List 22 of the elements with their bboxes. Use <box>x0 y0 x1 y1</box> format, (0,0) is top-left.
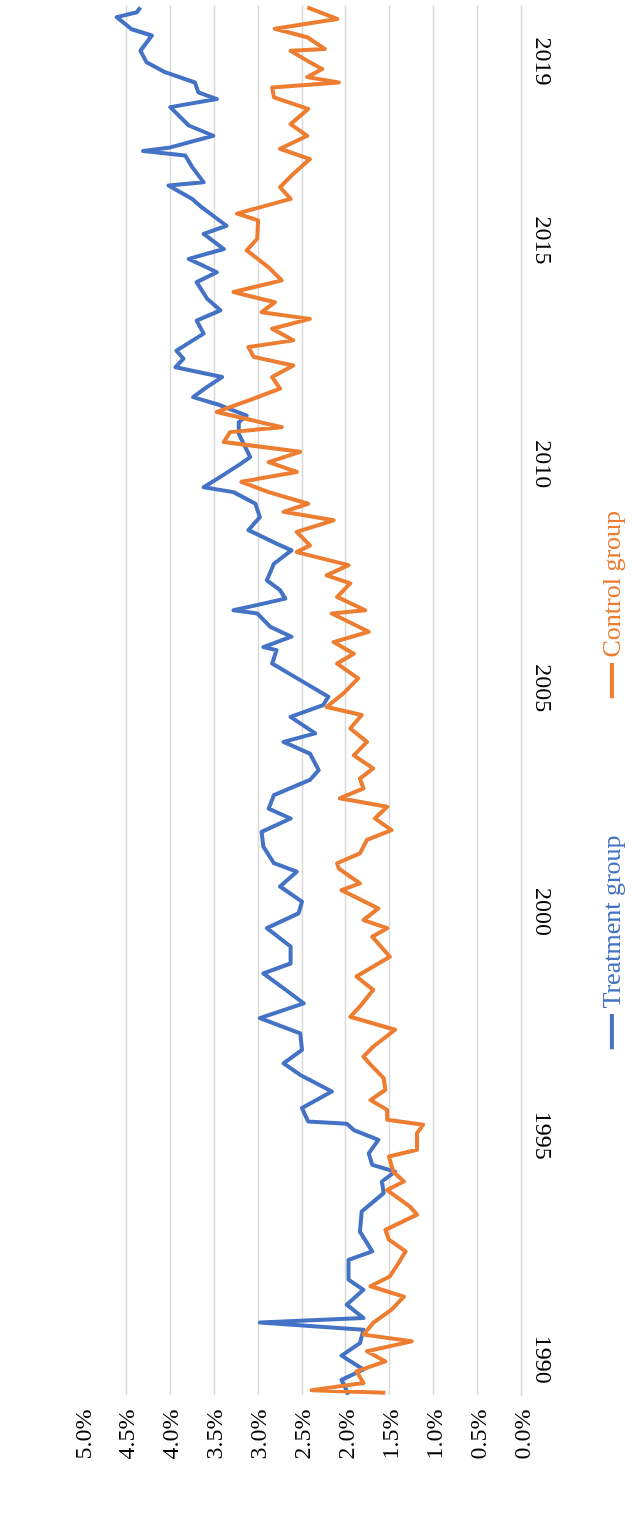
y-tick-label: 2000 <box>530 888 557 937</box>
text: Treatment group <box>597 835 627 1009</box>
x-tick-label: 0.5% <box>464 1409 491 1460</box>
x-tick-label: 1.0% <box>420 1409 447 1460</box>
line-series <box>114 5 398 1396</box>
x-tick-label: 3.5% <box>201 1409 228 1460</box>
x-tick-label: 2.5% <box>289 1409 315 1460</box>
y-tick-label: 2005 <box>530 664 557 713</box>
x-tick-label: 4.5% <box>113 1409 140 1460</box>
x-tick-label: 0.0% <box>508 1409 535 1460</box>
line-series <box>214 5 426 1395</box>
x-tick-label: 2.0% <box>332 1409 359 1460</box>
x-tick-label: 4.0% <box>157 1409 184 1460</box>
text: Control group <box>597 510 627 658</box>
y-tick-label: 2015 <box>530 216 557 265</box>
y-tick-label: 1990 <box>530 1335 557 1384</box>
x-tick-label: 3.0% <box>245 1409 272 1460</box>
x-tick-label: 5.0% <box>69 1409 96 1460</box>
y-tick-label: 1995 <box>530 1111 557 1160</box>
y-tick-label: 2019 <box>530 37 557 86</box>
y-tick-label: 2010 <box>530 440 557 489</box>
x-tick-label: 1.5% <box>376 1409 403 1460</box>
